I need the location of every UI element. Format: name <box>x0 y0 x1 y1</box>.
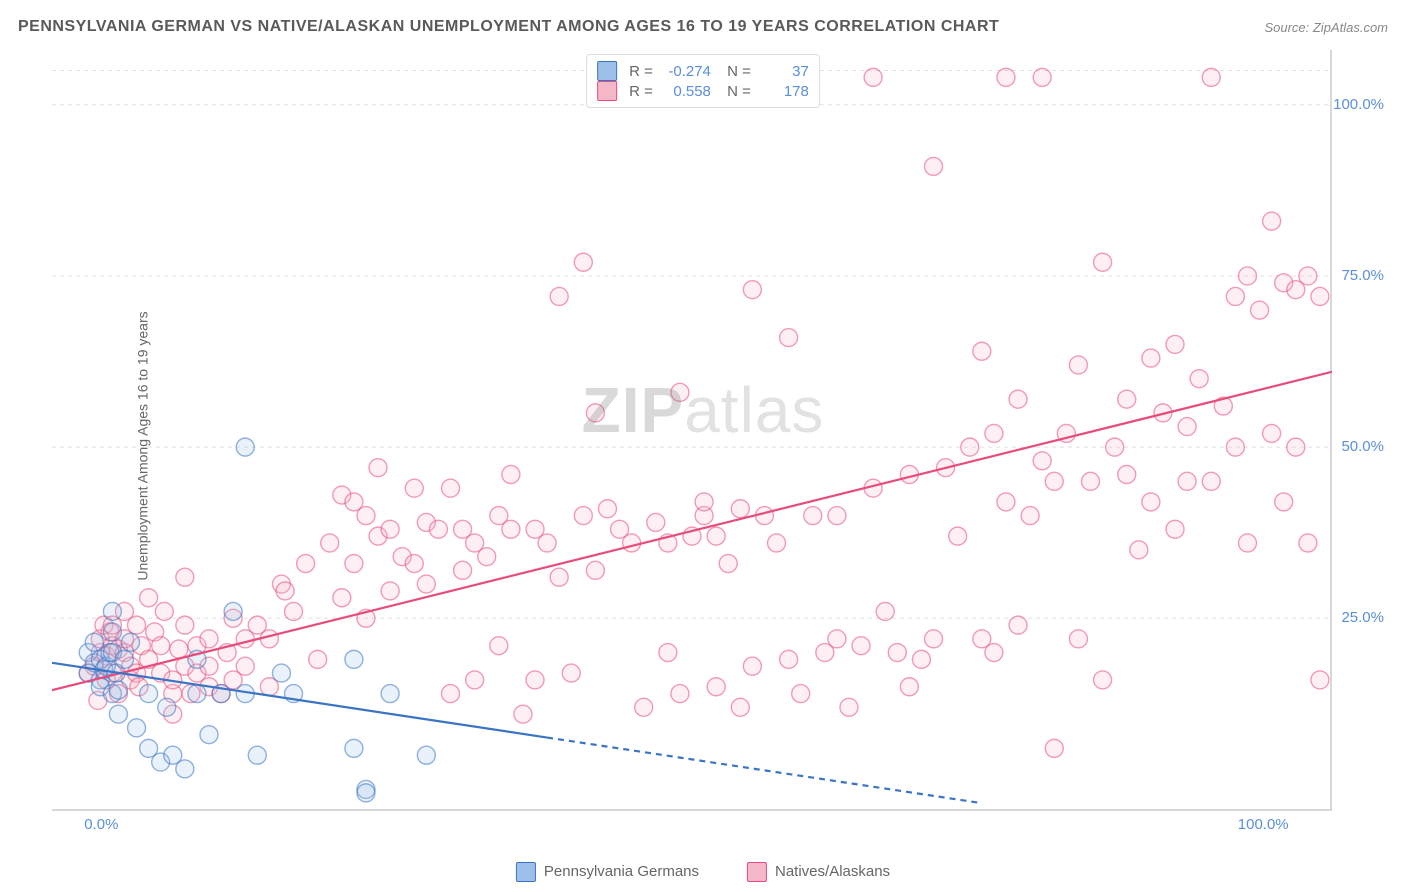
legend-label: Pennsylvania Germans <box>544 863 699 880</box>
plot-area <box>52 50 1332 828</box>
stat-r-value: 0.558 <box>659 83 711 100</box>
legend-swatch <box>597 81 617 101</box>
legend-label: Natives/Alaskans <box>775 863 890 880</box>
stat-r-value: -0.274 <box>659 63 711 80</box>
legend-item: Natives/Alaskans <box>747 862 890 882</box>
stat-r-label: R = <box>629 63 653 80</box>
y-tick-label: 25.0% <box>1341 609 1384 626</box>
scatter-svg <box>52 50 1332 828</box>
legend-swatch <box>747 862 767 882</box>
stat-n-value: 178 <box>757 83 809 100</box>
legend-swatch <box>516 862 536 882</box>
legend-series: Pennsylvania Germans Natives/Alaskans <box>516 862 890 882</box>
x-tick-label: 0.0% <box>84 816 118 833</box>
stat-n-value: 37 <box>757 63 809 80</box>
stat-n-label: N = <box>723 83 751 100</box>
x-tick-label: 100.0% <box>1238 816 1289 833</box>
legend-stat-row: R = 0.558 N = 178 <box>597 81 809 101</box>
legend-stats: R = -0.274 N = 37 R = 0.558 N = 178 <box>586 54 820 108</box>
stat-r-label: R = <box>629 83 653 100</box>
legend-stat-row: R = -0.274 N = 37 <box>597 61 809 81</box>
legend-swatch <box>597 61 617 81</box>
stat-n-label: N = <box>723 63 751 80</box>
y-tick-label: 75.0% <box>1341 267 1384 284</box>
chart-container: PENNSYLVANIA GERMAN VS NATIVE/ALASKAN UN… <box>0 0 1406 892</box>
y-tick-label: 100.0% <box>1333 96 1384 113</box>
source-label: Source: ZipAtlas.com <box>1264 20 1388 35</box>
chart-title: PENNSYLVANIA GERMAN VS NATIVE/ALASKAN UN… <box>18 18 999 36</box>
legend-item: Pennsylvania Germans <box>516 862 699 882</box>
y-tick-label: 50.0% <box>1341 438 1384 455</box>
